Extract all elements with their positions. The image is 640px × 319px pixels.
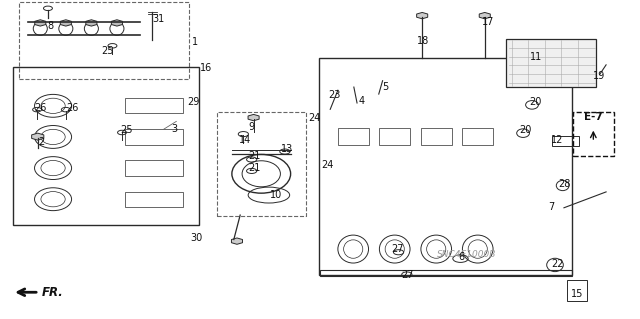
Bar xyxy=(125,192,182,207)
Text: 29: 29 xyxy=(188,97,200,107)
Text: FR.: FR. xyxy=(42,286,64,299)
Text: 25: 25 xyxy=(101,46,113,56)
Text: 26: 26 xyxy=(67,103,79,113)
Text: 6: 6 xyxy=(459,252,465,262)
Text: 24: 24 xyxy=(308,113,321,122)
Text: 10: 10 xyxy=(271,190,283,200)
Text: 23: 23 xyxy=(328,90,340,100)
Text: E-7: E-7 xyxy=(584,112,603,122)
Text: 31: 31 xyxy=(152,14,164,24)
Text: 16: 16 xyxy=(200,63,212,73)
Text: 25: 25 xyxy=(120,125,132,135)
Bar xyxy=(573,113,614,156)
Bar xyxy=(506,39,596,87)
Text: 21: 21 xyxy=(248,151,260,161)
Bar xyxy=(125,129,182,145)
Bar xyxy=(125,98,182,114)
Text: 20: 20 xyxy=(530,97,542,107)
Text: 22: 22 xyxy=(551,259,564,269)
Text: 20: 20 xyxy=(520,125,532,135)
Bar xyxy=(338,128,369,145)
Text: 27: 27 xyxy=(392,244,404,254)
Bar xyxy=(552,136,579,146)
Text: 1: 1 xyxy=(193,37,198,47)
Text: 5: 5 xyxy=(382,82,388,93)
Bar xyxy=(566,280,587,301)
Text: 3: 3 xyxy=(172,124,177,134)
Bar xyxy=(320,270,572,276)
Text: 30: 30 xyxy=(191,233,203,243)
Text: 14: 14 xyxy=(239,135,251,145)
Bar xyxy=(125,160,182,176)
Text: 12: 12 xyxy=(552,135,564,145)
Text: SNC4E1000B: SNC4E1000B xyxy=(437,250,497,259)
Text: 4: 4 xyxy=(358,96,365,106)
Text: 15: 15 xyxy=(570,288,583,299)
Bar xyxy=(380,128,410,145)
Text: 7: 7 xyxy=(548,202,554,211)
Text: 24: 24 xyxy=(321,160,334,170)
Text: 21: 21 xyxy=(248,163,260,174)
Text: 17: 17 xyxy=(483,17,495,27)
Text: 11: 11 xyxy=(530,52,542,62)
Bar xyxy=(463,128,493,145)
Text: 19: 19 xyxy=(593,71,605,81)
Text: 27: 27 xyxy=(401,270,413,280)
Text: 28: 28 xyxy=(558,179,570,189)
Text: 9: 9 xyxy=(248,122,254,132)
Text: 2: 2 xyxy=(38,137,44,147)
Text: 8: 8 xyxy=(47,21,54,31)
Bar xyxy=(421,128,452,145)
Text: 13: 13 xyxy=(281,144,293,154)
Text: 18: 18 xyxy=(417,36,429,46)
Text: 26: 26 xyxy=(35,103,47,113)
